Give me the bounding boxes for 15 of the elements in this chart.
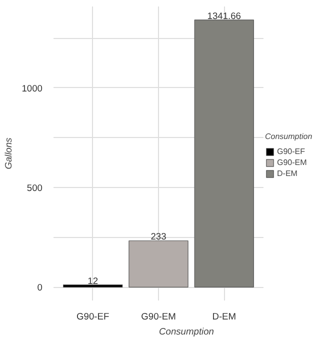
data-label: 12	[88, 276, 98, 286]
y-axis-title: Gallons	[4, 137, 14, 170]
data-label: 233	[150, 232, 166, 242]
legend-label: G90-EF	[277, 146, 306, 156]
x-axis-title: Consumption	[159, 326, 214, 336]
x-tick-label: G90-EM	[141, 312, 176, 322]
y-tick-label: 500	[26, 183, 43, 194]
x-tick-label: G90-EF	[76, 312, 110, 322]
legend-label: D-EM	[277, 168, 298, 178]
data-label: 1341.66	[207, 10, 241, 21]
legend-title: Consumption	[265, 132, 312, 141]
y-tick-label: 0	[37, 282, 43, 293]
x-tick-label: D-EM	[212, 312, 236, 322]
legend-label: G90-EM	[277, 157, 307, 167]
y-tick-label: 1000	[22, 83, 43, 94]
